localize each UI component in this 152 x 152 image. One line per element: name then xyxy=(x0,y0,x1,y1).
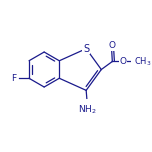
Text: O: O xyxy=(120,57,127,66)
Text: CH$_3$: CH$_3$ xyxy=(134,55,151,68)
Text: NH$_2$: NH$_2$ xyxy=(78,103,96,116)
Text: O: O xyxy=(108,41,115,50)
Text: S: S xyxy=(83,44,89,54)
Text: F: F xyxy=(12,74,17,83)
